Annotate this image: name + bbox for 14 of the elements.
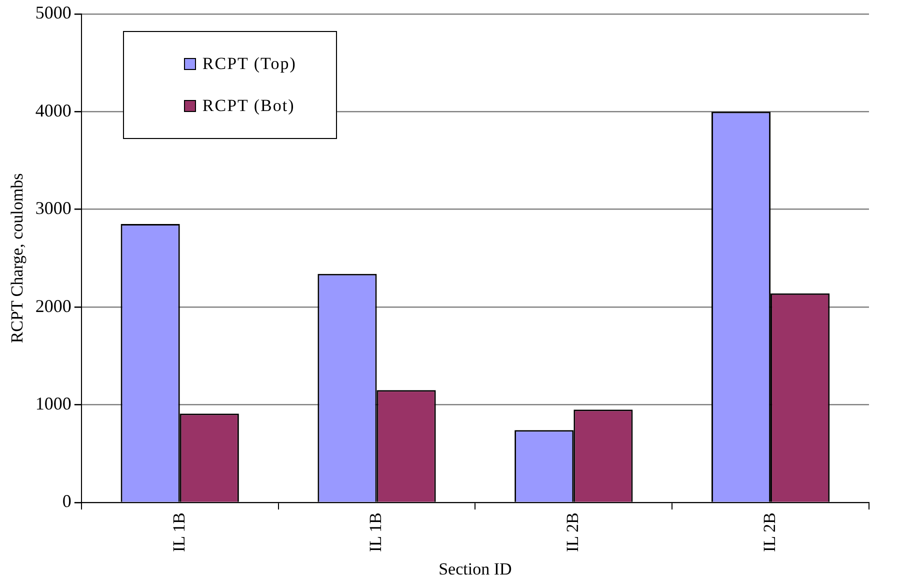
legend-label: RCPT (Bot): [202, 96, 295, 116]
y-tick-label: 2000: [35, 296, 72, 316]
y-tick-label: 0: [62, 491, 72, 512]
y-axis-title: RCPT Charge, coulombs: [8, 173, 27, 344]
x-tick-label: IL 2B: [563, 512, 582, 552]
legend-label: RCPT (Top): [202, 54, 296, 74]
x-tick-label: IL 1B: [169, 512, 188, 552]
x-tick-label: IL 1B: [366, 512, 386, 552]
x-tick-label: IL 2B: [760, 512, 780, 552]
y-tick-label: 3000: [35, 198, 72, 218]
y-tick-label: 1000: [35, 394, 72, 414]
x-axis-title: Section ID: [438, 559, 512, 578]
y-tick-label: 4000: [35, 100, 72, 120]
y-tick-label: 5000: [35, 2, 72, 23]
